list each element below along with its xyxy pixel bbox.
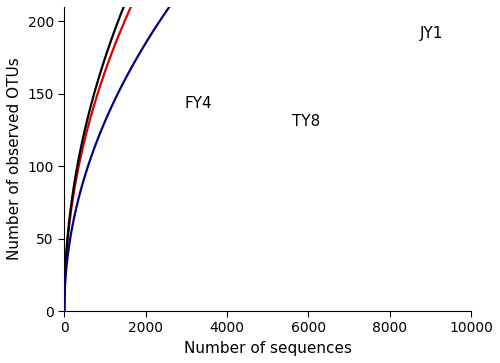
Text: TY8: TY8 [292,114,320,129]
Text: FY4: FY4 [184,97,212,111]
X-axis label: Number of sequences: Number of sequences [184,341,352,356]
Text: JY1: JY1 [420,25,444,41]
Y-axis label: Number of observed OTUs: Number of observed OTUs [7,58,22,260]
